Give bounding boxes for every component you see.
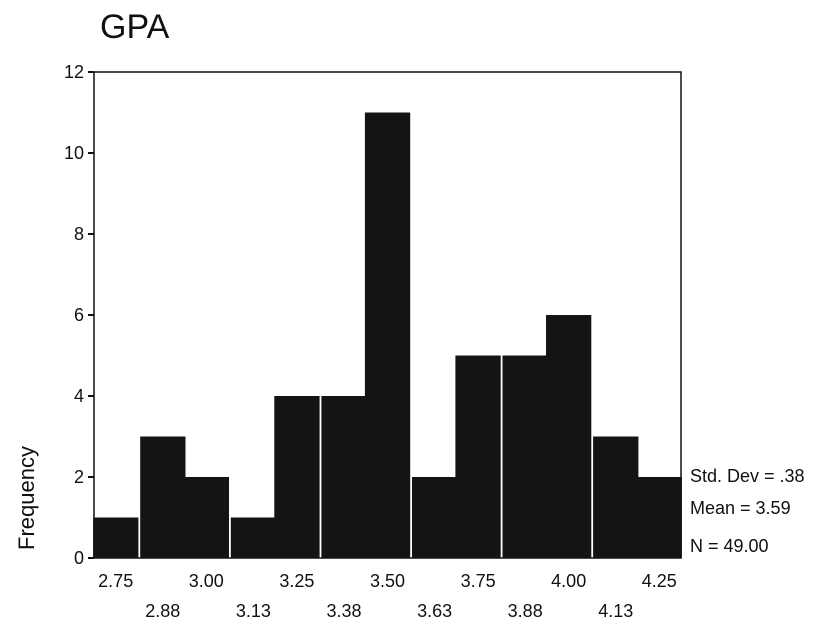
- histogram-bar-3.75: [455, 355, 501, 558]
- x-tick-label: 3.63: [417, 601, 452, 621]
- y-tick-label: 6: [74, 305, 84, 325]
- y-tick-label: 10: [64, 143, 84, 163]
- x-tick-label: 4.25: [642, 571, 677, 591]
- std-dev-text: Std. Dev = .38: [690, 466, 805, 486]
- chart-title: GPA: [100, 8, 170, 46]
- x-axis-ticks: 2.75 3.00 3.25 3.50 3.75 4.00 4.25 2.88 3.13 3.38…: [98, 571, 677, 621]
- x-tick-label: 3.88: [508, 601, 543, 621]
- y-tick-label: 12: [64, 62, 84, 82]
- y-axis-label: Frequency: [14, 446, 39, 550]
- y-tick-label: 8: [74, 224, 84, 244]
- histogram-bar-3.00: [183, 477, 229, 558]
- n-text: N = 49.00: [690, 536, 769, 556]
- x-tick-label: 3.75: [461, 571, 496, 591]
- y-tick-label: 2: [74, 467, 84, 487]
- histogram-bar-4.13: [593, 436, 639, 558]
- x-tick-label: 3.13: [236, 601, 271, 621]
- y-tick-label: 4: [74, 386, 84, 406]
- bars-group: [93, 112, 682, 558]
- x-tick-label: 4.13: [598, 601, 633, 621]
- mean-text: Mean = 3.59: [690, 498, 791, 518]
- histogram-bar-3.88: [502, 355, 548, 558]
- x-tick-label: 2.75: [98, 571, 133, 591]
- x-tick-label: 3.38: [326, 601, 361, 621]
- histogram-bar-3.63: [412, 477, 458, 558]
- x-tick-label: 4.00: [551, 571, 586, 591]
- y-axis-ticks: 0 2 4 6 8 10 12: [64, 62, 94, 568]
- x-tick-label: 3.25: [279, 571, 314, 591]
- histogram-bar-3.25: [274, 396, 320, 558]
- histogram-bar-3.38: [321, 396, 367, 558]
- histogram-bar-2.88: [140, 436, 186, 558]
- histogram-bar-3.13: [230, 517, 277, 558]
- histogram-bar-3.50: [364, 112, 411, 558]
- y-tick-label: 0: [74, 548, 84, 568]
- x-tick-label: 3.50: [370, 571, 405, 591]
- x-tick-label: 2.88: [145, 601, 180, 621]
- stats-box: Std. Dev = .38 Mean = 3.59 N = 49.00: [690, 466, 805, 556]
- x-tick-label: 3.00: [189, 571, 224, 591]
- histogram-bar-4.00: [546, 315, 592, 558]
- histogram-bar-2.75: [93, 517, 139, 558]
- histogram-bar-4.25: [636, 477, 682, 558]
